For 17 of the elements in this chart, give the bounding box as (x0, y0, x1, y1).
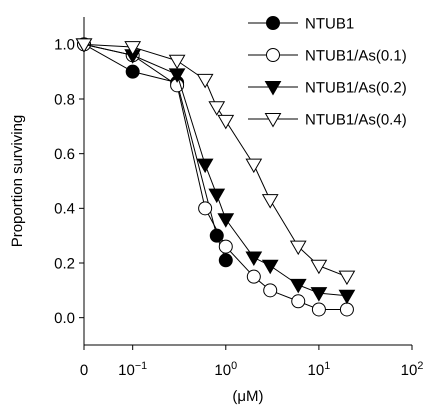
x-tick-label: 10$^{2}$ (400, 360, 424, 379)
y-tick-label: 0.2 (54, 255, 75, 272)
x-tick-label: 10$^{0}$ (214, 360, 238, 379)
x-axis-title: (μM) (232, 388, 264, 405)
y-tick-label: 0.4 (54, 200, 75, 218)
legend-label: NTUB1/As(0.4) (305, 111, 407, 128)
x-tick-label: 10$^{1}$ (308, 360, 330, 379)
legend-label: NTUB1 (305, 15, 354, 32)
y-axis-title: Proportion surviving (9, 114, 26, 248)
legend-label: NTUB1/As(0.1) (305, 47, 407, 64)
y-tick-label: 1.0 (54, 36, 75, 54)
y-tick-label: 0.0 (54, 310, 75, 327)
y-tick-label: 0.6 (54, 146, 75, 163)
x-tick-label: 0 (80, 362, 88, 379)
legend-label: NTUB1/As(0.2) (305, 79, 407, 96)
x-tick-label: 10$^{−1}$ (118, 360, 148, 379)
y-tick-label: 0.8 (54, 91, 75, 108)
